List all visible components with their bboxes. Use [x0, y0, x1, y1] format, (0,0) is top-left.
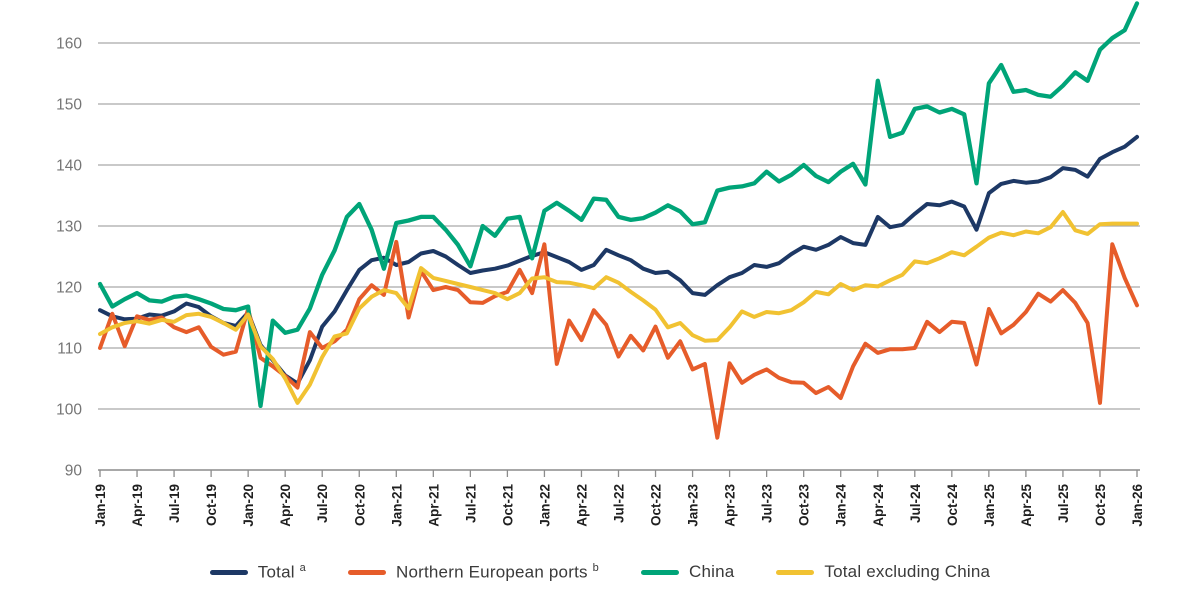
x-axis-label-Oct-24: Oct-24 — [945, 484, 960, 527]
x-axis-label-Oct-20: Oct-20 — [352, 484, 367, 526]
x-axis-label-Oct-22: Oct-22 — [649, 484, 664, 526]
x-axis-label-Apr-21: Apr-21 — [426, 484, 441, 527]
x-axis-label-Jan-24: Jan-24 — [834, 484, 849, 527]
series-line-china — [97, 1, 1140, 409]
x-axis-label-Jan-23: Jan-23 — [686, 484, 701, 527]
legend-item-total-excluding-china: Total excluding China — [776, 562, 990, 582]
x-axis-label-Jul-23: Jul-23 — [760, 484, 775, 524]
y-axis-label-120: 120 — [56, 280, 82, 297]
y-axis-label-90: 90 — [65, 463, 83, 480]
x-axis-label-Jul-19: Jul-19 — [167, 484, 182, 523]
x-axis-label-Jan-21: Jan-21 — [389, 484, 404, 527]
x-axis-label-Jan-19: Jan-19 — [93, 484, 108, 527]
footnote-marker-a: a — [299, 562, 306, 574]
x-axis-label-Apr-24: Apr-24 — [871, 484, 886, 527]
x-axis-label-Apr-20: Apr-20 — [278, 484, 293, 527]
x-axis-label-Jul-20: Jul-20 — [315, 484, 330, 523]
legend-swatch-total-excluding-china — [776, 569, 815, 575]
x-axis-label-Jul-22: Jul-22 — [612, 484, 627, 523]
x-axis-label-Jan-26: Jan-26 — [1130, 484, 1145, 527]
legend-swatch-china — [640, 569, 679, 575]
series-line-total-excluding-china — [98, 210, 1139, 405]
y-axis-label-160: 160 — [56, 36, 82, 53]
legend-swatch-northern-european-ports — [347, 569, 386, 575]
y-axis-label-110: 110 — [57, 341, 82, 358]
x-axis-label-Apr-23: Apr-23 — [723, 484, 738, 527]
legend-item-china: China — [640, 562, 735, 582]
x-axis-label-Oct-25: Oct-25 — [1093, 484, 1108, 527]
x-axis-label-Jul-24: Jul-24 — [908, 484, 923, 524]
x-axis-label-Jul-21: Jul-21 — [463, 484, 478, 524]
x-axis-label-Oct-21: Oct-21 — [500, 484, 515, 527]
x-axis-label-Jul-25: Jul-25 — [1056, 484, 1071, 524]
y-axis-label-100: 100 — [56, 402, 82, 419]
legend-label-total-excluding-china: Total excluding China — [824, 562, 991, 582]
legend-label-china: China — [688, 562, 735, 582]
x-axis-label-Apr-22: Apr-22 — [574, 484, 589, 527]
y-axis-label-130: 130 — [56, 219, 82, 236]
series-line-northern-european-ports — [98, 239, 1139, 440]
x-axis-label-Oct-19: Oct-19 — [204, 484, 219, 526]
legend-item-total: Total a — [209, 562, 306, 583]
legend-swatch-total — [209, 569, 248, 575]
legend: Total a Northern European ports b China … — [0, 562, 1200, 583]
x-axis-label-Jan-20: Jan-20 — [241, 484, 256, 527]
y-axis-label-150: 150 — [56, 97, 82, 114]
x-axis-label-Jan-22: Jan-22 — [537, 484, 552, 527]
footnote-marker-b: b — [592, 562, 599, 574]
x-axis-label-Apr-19: Apr-19 — [130, 484, 145, 527]
legend-label-northern-european-ports: Northern European ports b — [395, 562, 599, 582]
x-axis-label-Oct-23: Oct-23 — [797, 484, 812, 527]
legend-item-northern-european-ports: Northern European ports b — [347, 562, 599, 583]
legend-label-total: Total a — [257, 562, 306, 582]
x-axis-label-Apr-25: Apr-25 — [1019, 484, 1034, 527]
x-axis-label-Jan-25: Jan-25 — [982, 484, 997, 527]
y-axis-label-140: 140 — [56, 158, 82, 175]
